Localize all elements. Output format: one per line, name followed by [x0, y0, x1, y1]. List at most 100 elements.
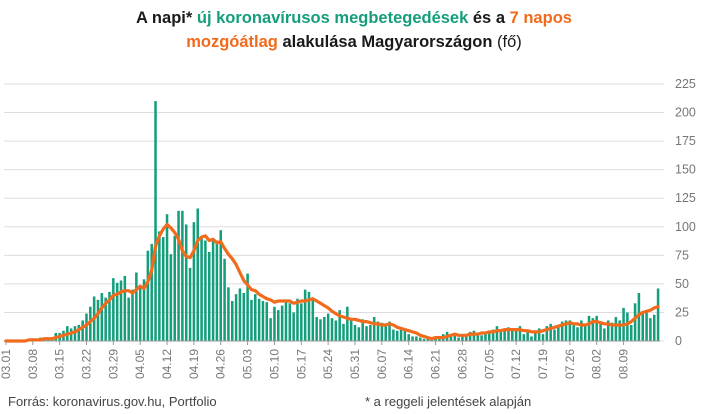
- x-tick-label: 07.05: [482, 349, 496, 379]
- bar: [181, 210, 184, 341]
- bar: [112, 278, 115, 341]
- bar: [242, 293, 246, 341]
- bar: [407, 334, 410, 341]
- bar: [342, 323, 345, 341]
- bar: [514, 329, 518, 341]
- bar: [280, 305, 284, 341]
- x-tick-label: 07.26: [563, 349, 577, 379]
- bar: [480, 335, 483, 341]
- x-tick-label: 03.08: [26, 349, 40, 379]
- bar: [323, 317, 326, 341]
- bar: [204, 240, 207, 341]
- bar: [606, 320, 610, 341]
- bar: [277, 310, 280, 341]
- bar: [564, 320, 568, 341]
- bar: [560, 321, 564, 341]
- bar: [138, 285, 142, 341]
- x-tick-label: 06.07: [375, 349, 389, 379]
- bar: [207, 251, 211, 341]
- bar: [568, 320, 572, 341]
- bar: [549, 323, 552, 341]
- bar: [618, 320, 621, 341]
- bar: [629, 325, 633, 341]
- bar: [415, 336, 418, 341]
- bar: [192, 222, 196, 341]
- bar: [453, 334, 457, 341]
- bar: [200, 237, 203, 341]
- y-tick-label: 100: [675, 220, 696, 234]
- title-part: alakulása Magyarországon: [277, 33, 493, 51]
- bar: [300, 303, 303, 341]
- bar: [537, 328, 541, 341]
- bar: [484, 331, 487, 341]
- footnote-text: * a reggeli jelentések alapján: [365, 394, 532, 409]
- x-tick-label: 04.05: [133, 349, 147, 379]
- bar: [219, 230, 223, 341]
- bar: [641, 313, 645, 341]
- chart-title: A napi* új koronavírusos megbetegedések …: [0, 6, 708, 54]
- bar: [334, 320, 338, 341]
- bar: [173, 235, 176, 341]
- y-tick-label: 175: [675, 134, 696, 148]
- bar: [384, 325, 387, 341]
- bar: [211, 239, 215, 341]
- bar: [411, 336, 414, 341]
- bar: [150, 243, 153, 341]
- x-tick-label: 04.19: [187, 349, 201, 379]
- bar: [426, 338, 430, 341]
- bar: [511, 328, 514, 341]
- bar: [656, 288, 660, 341]
- bar: [491, 329, 495, 341]
- bar: [610, 322, 614, 341]
- bar: [488, 333, 491, 341]
- bar: [296, 298, 299, 341]
- bar: [257, 298, 261, 341]
- x-tick-label: 08.09: [617, 349, 631, 379]
- y-tick-label: 75: [675, 248, 689, 262]
- bar: [587, 315, 591, 341]
- moving-average-line: [4, 222, 660, 343]
- bar: [269, 318, 272, 341]
- bar: [303, 289, 307, 341]
- bar: [115, 282, 119, 341]
- bar: [165, 214, 169, 341]
- bar: [392, 329, 395, 341]
- bar: [135, 272, 138, 341]
- bar: [503, 328, 506, 341]
- bar: [104, 297, 107, 341]
- bar: [349, 318, 353, 341]
- bar: [353, 325, 357, 341]
- bar: [369, 325, 372, 341]
- x-tick-label: 04.12: [160, 349, 174, 379]
- bar: [96, 299, 100, 341]
- x-tick-label: 07.12: [509, 349, 523, 379]
- bar: [583, 326, 587, 341]
- bar: [288, 303, 292, 341]
- bar: [184, 224, 188, 341]
- bar: [69, 328, 73, 341]
- bar: [457, 337, 460, 341]
- bar: [223, 258, 226, 341]
- bar: [633, 303, 637, 341]
- bar: [169, 254, 173, 341]
- bar: [472, 330, 476, 341]
- bar: [361, 319, 364, 341]
- bar: [123, 275, 127, 341]
- bar: [261, 301, 265, 341]
- bar: [177, 210, 180, 341]
- bar: [645, 312, 648, 341]
- bar: [284, 299, 288, 341]
- bar: [580, 320, 583, 341]
- bar: [461, 336, 464, 341]
- bar: [108, 291, 111, 341]
- bar: [227, 287, 230, 341]
- bar: [372, 317, 376, 341]
- bar: [254, 294, 257, 341]
- bar: [499, 330, 503, 341]
- x-tick-label: 03.22: [79, 349, 93, 379]
- y-tick-label: 150: [675, 163, 696, 177]
- bar: [595, 315, 598, 341]
- bar: [89, 306, 92, 341]
- bar: [522, 334, 526, 341]
- x-tick-label: 03.01: [0, 349, 13, 379]
